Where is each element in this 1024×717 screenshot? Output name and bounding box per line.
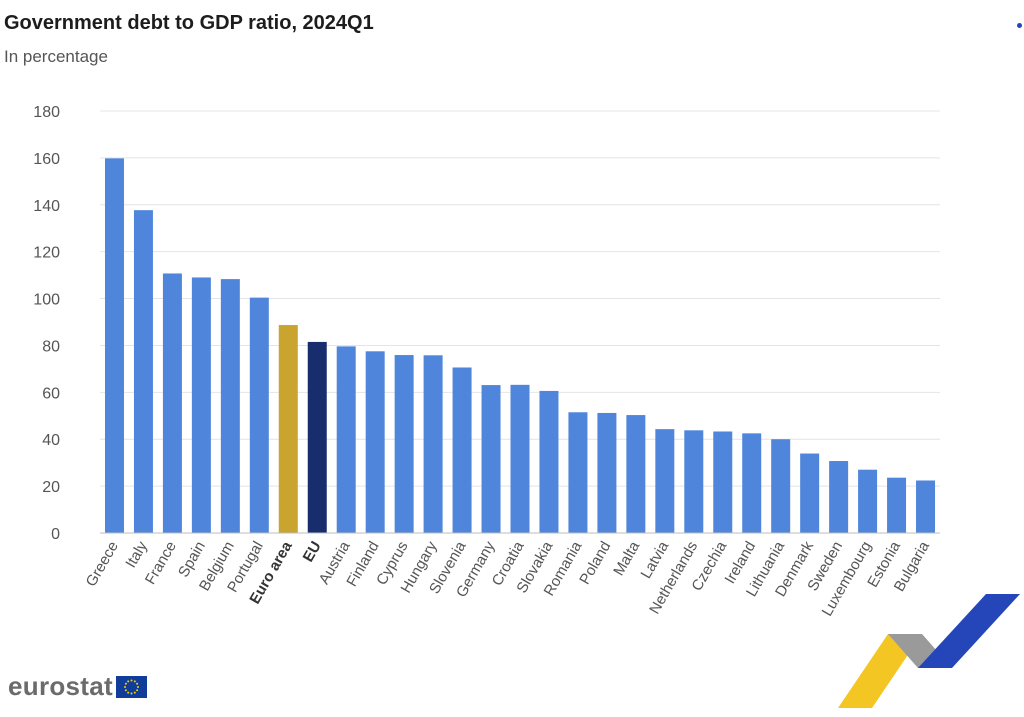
bar-croatia[interactable] (510, 384, 530, 533)
bar-cyprus[interactable] (394, 355, 414, 533)
y-axis-ticks: 0 20 40 60 80 100 120 140 160 180 (33, 104, 60, 543)
bar-ireland[interactable] (742, 433, 762, 533)
bar-bulgaria[interactable] (916, 480, 936, 533)
y-tick-label: 100 (33, 292, 60, 309)
bar-poland[interactable] (597, 412, 617, 533)
menu-dot-icon[interactable] (1017, 23, 1022, 28)
chart-title: Government debt to GDP ratio, 2024Q1 (4, 12, 374, 34)
bar-portugal[interactable] (249, 297, 269, 533)
bar-romania[interactable] (568, 412, 588, 533)
bar-latvia[interactable] (655, 429, 675, 533)
bar-slovakia[interactable] (539, 390, 559, 533)
y-tick-label: 60 (42, 385, 60, 402)
bar-luxembourg[interactable] (858, 469, 878, 533)
eu-flag-icon (115, 675, 147, 698)
bars (104, 158, 936, 534)
bar-euro-area[interactable] (278, 325, 298, 533)
bar-finland[interactable] (365, 351, 385, 533)
bar-france[interactable] (162, 273, 182, 533)
y-tick-label: 0 (51, 526, 60, 543)
chart-subtitle: In percentage (4, 47, 108, 66)
bar-sweden[interactable] (829, 461, 849, 533)
y-tick-label: 80 (42, 338, 60, 355)
bar-czechia[interactable] (713, 431, 733, 533)
bar-greece[interactable] (104, 158, 124, 533)
bar-estonia[interactable] (887, 477, 907, 533)
bar-slovenia[interactable] (452, 367, 472, 533)
y-tick-label: 180 (33, 104, 60, 121)
bar-netherlands[interactable] (684, 430, 704, 533)
bar-belgium[interactable] (220, 279, 240, 533)
bar-spain[interactable] (191, 277, 211, 533)
y-tick-label: 140 (33, 198, 60, 215)
bar-malta[interactable] (626, 415, 646, 533)
bar-hungary[interactable] (423, 355, 443, 533)
y-tick-label: 20 (42, 479, 60, 496)
y-tick-label: 160 (33, 151, 60, 168)
eurostat-logo: eurostat (8, 671, 147, 702)
bar-austria[interactable] (336, 346, 356, 533)
bar-germany[interactable] (481, 385, 501, 533)
bar-denmark[interactable] (800, 453, 820, 533)
bar-eu[interactable] (307, 341, 327, 533)
y-tick-label: 120 (33, 245, 60, 262)
bar-lithuania[interactable] (771, 439, 791, 533)
y-tick-label: 40 (42, 432, 60, 449)
eurostat-logo-text: eurostat (8, 671, 113, 701)
bar-italy[interactable] (133, 210, 153, 534)
